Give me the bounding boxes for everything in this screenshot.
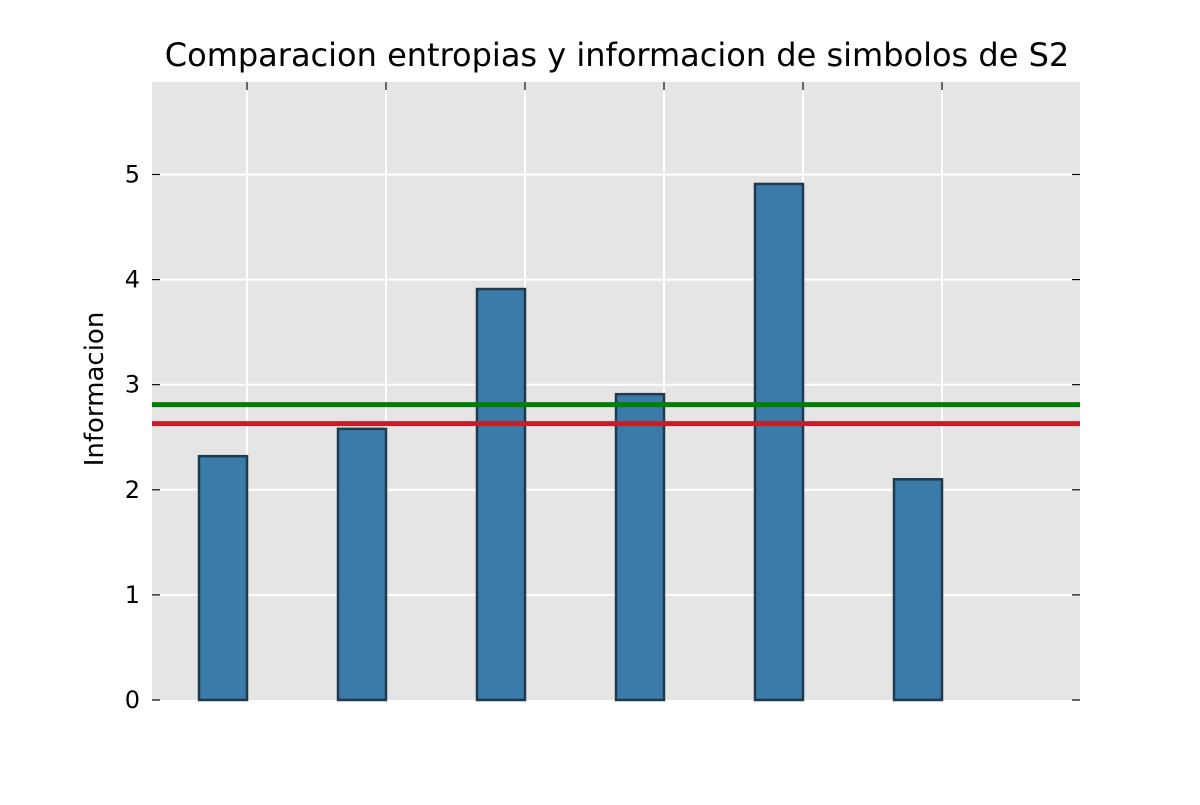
bar (753, 182, 805, 702)
y-tick-label: 5 (125, 160, 140, 188)
bars (197, 182, 944, 702)
y-tick-label: 2 (125, 476, 140, 504)
y-axis-label: Informacion (80, 312, 110, 467)
bar (336, 427, 388, 702)
reference-lines (152, 402, 1080, 427)
bar (197, 454, 249, 702)
bar (892, 478, 944, 702)
axis-ticks: 0 1 2 3 4 5 (125, 82, 1080, 714)
bar (475, 287, 527, 702)
y-tick-label: 3 (125, 371, 140, 399)
y-tick-label: 1 (125, 581, 140, 609)
y-tick-label: 0 (125, 686, 140, 714)
bar (614, 392, 666, 702)
y-tick-label: 4 (125, 266, 140, 294)
chart-title: Comparacion entropias y informacion de s… (165, 36, 1069, 74)
